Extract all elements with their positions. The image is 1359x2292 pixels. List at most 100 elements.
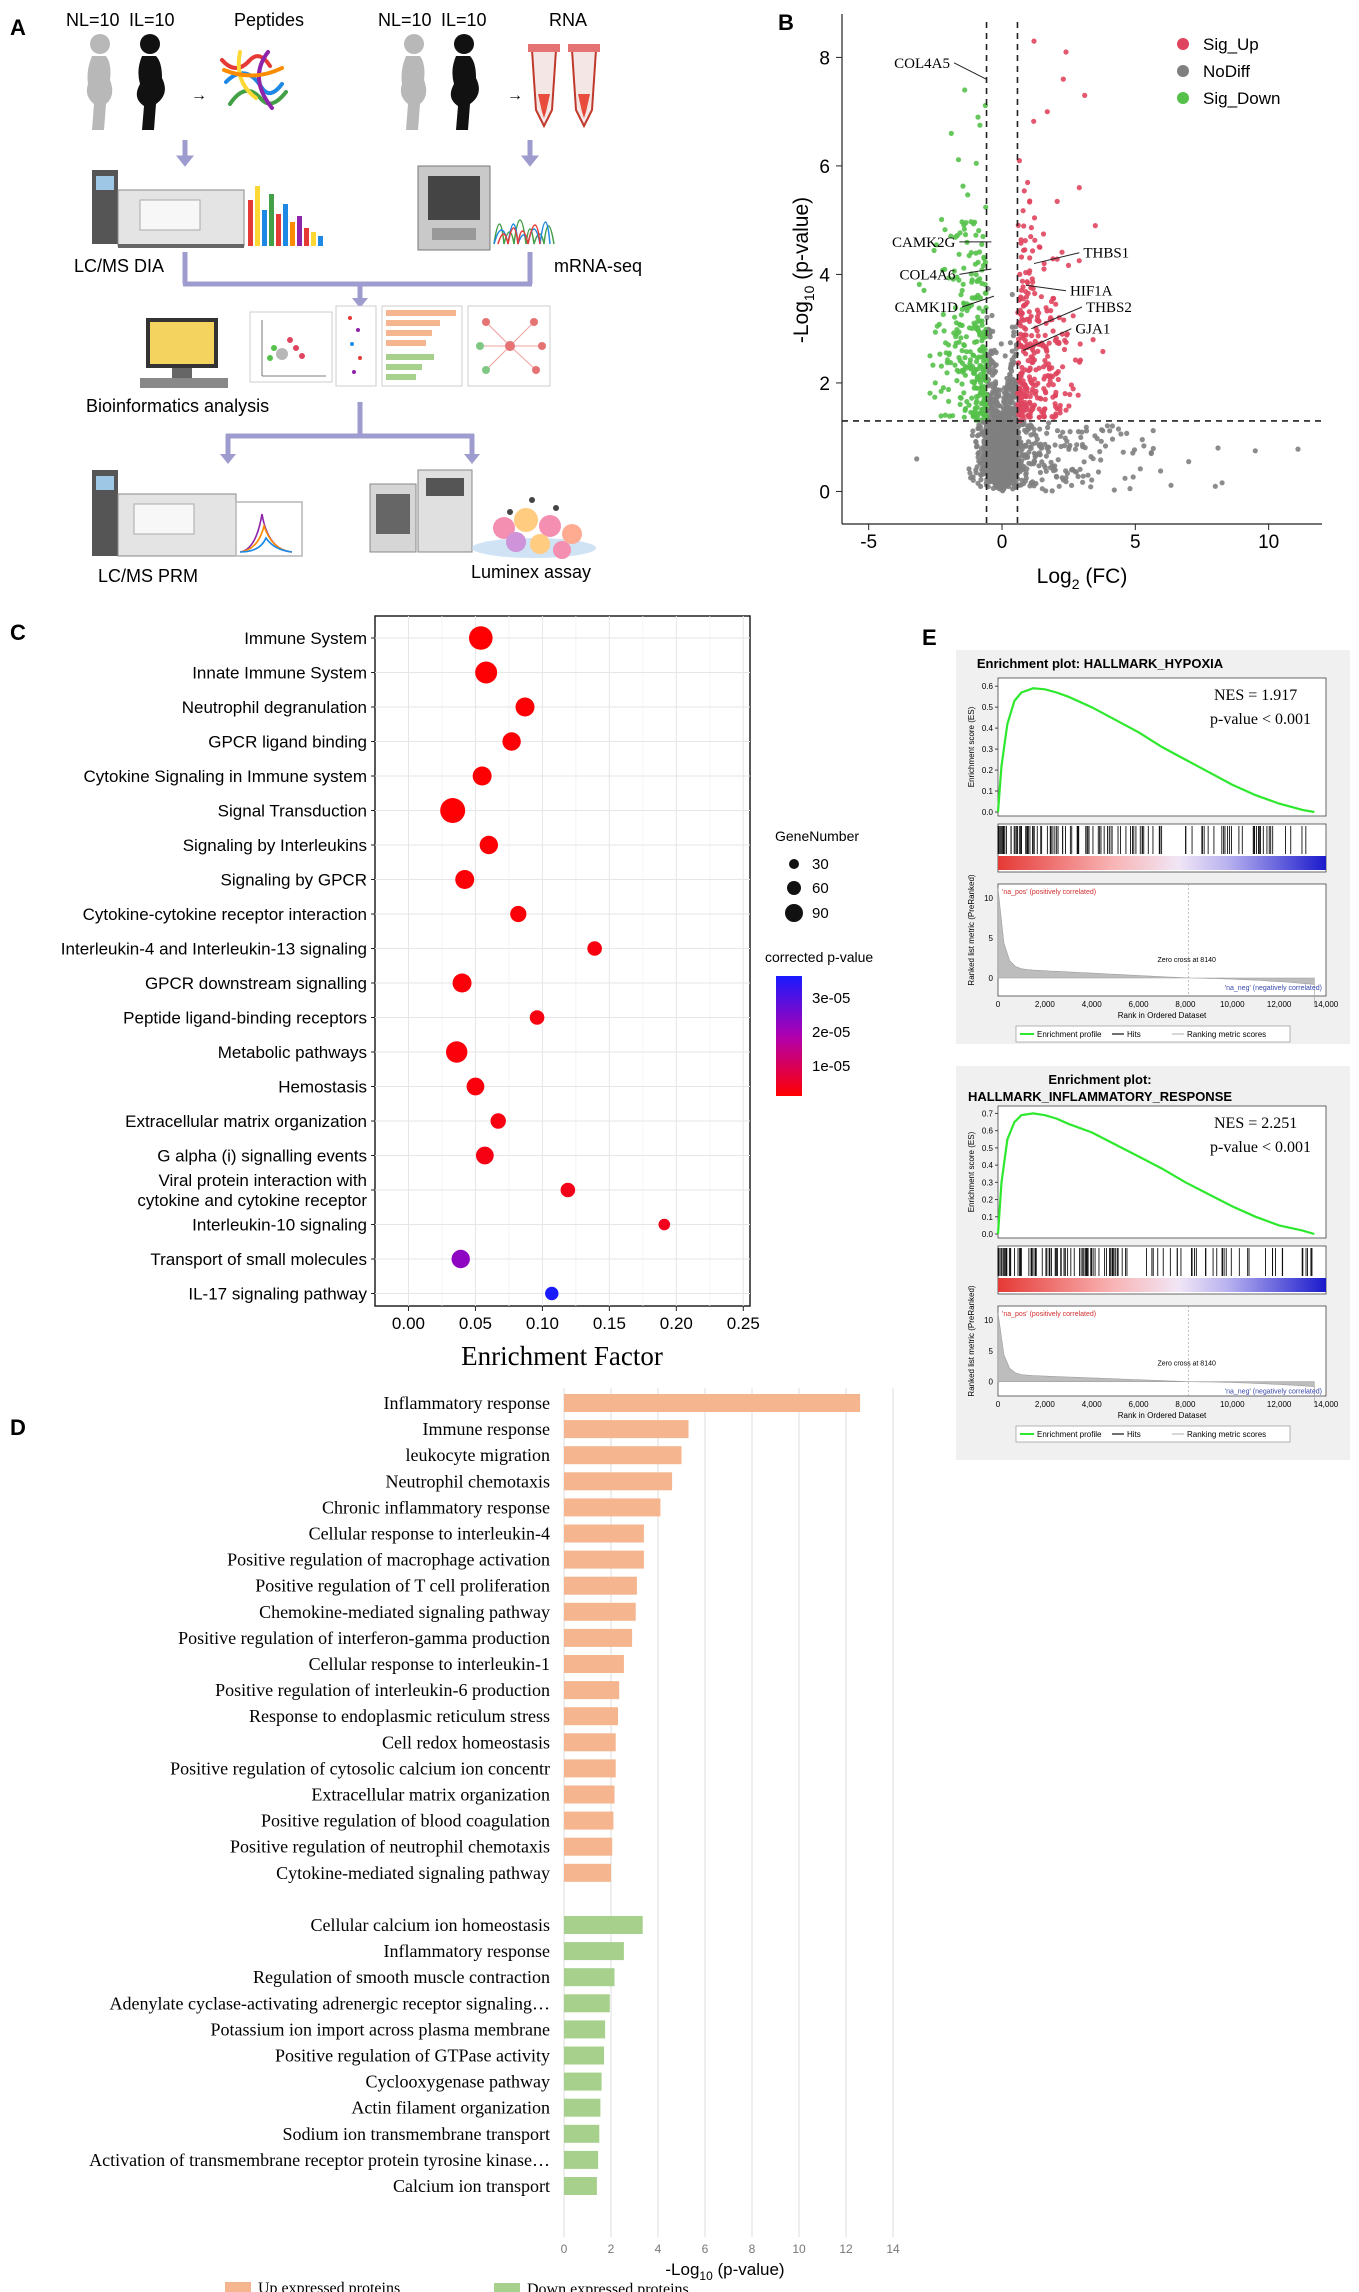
volcano-point-sig-down — [957, 358, 963, 364]
barplot-category-labels: Inflammatory response Immune response leuk… — [89, 1393, 550, 2196]
legend-swatch-sig-up — [1177, 38, 1189, 50]
prm-peaks-icon — [235, 501, 303, 557]
gsea-metric-tick-label: 5 — [989, 1347, 994, 1356]
volcano-point-sig-up — [1070, 386, 1076, 392]
down-bar-potassium-ion-import-across-plasma-membrane — [564, 2020, 606, 2039]
down-label-positive-regulation-of-gtpase-activity: Positive regulation of GTPase activity — [275, 2046, 550, 2066]
volcano-point-nodiff — [1122, 475, 1128, 481]
gsea-es-axis-title: Enrichment score (ES) — [967, 1131, 976, 1212]
up-bar-positive-regulation-of-blood-coagulation — [564, 1811, 614, 1830]
volcano-x-tick-label: 0 — [997, 532, 1008, 553]
volcano-point-sig-up — [1063, 407, 1069, 413]
up-label-chemokine-mediated-signaling-pathway: Chemokine-mediated signaling pathway — [259, 1602, 550, 1622]
volcano-point-sig-down — [959, 381, 965, 387]
dotplot-point-il-17-signaling-pathway — [545, 1286, 559, 1301]
legend-label-down-expressed: Down expressed proteins — [527, 2281, 689, 2292]
volcano-point-nodiff — [1028, 432, 1034, 438]
volcano-point-sig-up — [1028, 234, 1034, 240]
dotplot-point-peptide-ligand-binding-receptors — [529, 1010, 545, 1025]
volcano-point-sig-down — [942, 412, 948, 418]
volcano-point-sig-down — [973, 400, 979, 406]
volcano-point-nodiff — [1295, 446, 1301, 452]
mini-barplot-icon — [381, 305, 463, 387]
volcano-axes: -5 0 5 10 0 2 4 6 8 — [819, 14, 1322, 553]
volcano-point-nodiff — [994, 474, 1000, 480]
volcano-point-nodiff — [1085, 472, 1091, 478]
volcano-point-sig-down — [948, 130, 954, 136]
up-label-positive-regulation-of-interferon-gamma-production: Positive regulation of interferon-gamma … — [178, 1628, 550, 1648]
volcano-point-sig-up — [1022, 238, 1028, 244]
volcano-point-nodiff — [994, 427, 1000, 433]
volcano-point-sig-down — [970, 352, 977, 358]
volcano-point-nodiff — [986, 435, 992, 441]
volcano-point-sig-down — [976, 328, 982, 334]
volcano-point-sig-up — [1027, 255, 1033, 261]
volcano-point-sig-down — [980, 308, 986, 314]
volcano-point-sig-down — [956, 251, 962, 257]
volcano-point-nodiff — [966, 466, 972, 472]
volcano-point-sig-up — [1063, 49, 1069, 55]
volcano-point-sig-down — [979, 348, 985, 354]
volcano-point-sig-up — [1053, 411, 1059, 417]
dotplot-label-line: Viral protein interaction with — [158, 1171, 367, 1190]
volcano-point-sig-up — [1042, 332, 1048, 338]
computer-icon — [140, 318, 228, 388]
volcano-point-sig-up — [1018, 331, 1024, 337]
gsea-rank-colorbar-1 — [998, 1278, 1326, 1292]
volcano-point-sig-down — [969, 279, 975, 285]
volcano-point-sig-up — [1057, 402, 1063, 409]
volcano-point-sig-up — [1053, 335, 1059, 341]
size-legend-label-90: 90 — [812, 905, 829, 922]
volcano-point-sig-up — [1041, 266, 1047, 272]
volcano-point-nodiff — [1019, 462, 1025, 468]
gsea-title-line2-1: HALLMARK_INFLAMMATORY_RESPONSE — [968, 1089, 1232, 1104]
gsea-plot-inflammatory-response: Enrichment plot: HALLMARK_INFLAMMATORY_RE… — [956, 1066, 1350, 1460]
luminex-label: Luminex assay — [471, 562, 591, 582]
volcano-point-sig-down — [947, 413, 953, 419]
volcano-point-nodiff — [1027, 483, 1033, 489]
volcano-point-sig-up — [1026, 412, 1032, 418]
volcano-point-sig-up — [1031, 38, 1037, 44]
volcano-point-nodiff — [1003, 386, 1009, 392]
volcano-point-sig-down — [978, 386, 984, 392]
volcano-point-nodiff — [982, 457, 988, 463]
volcano-point-sig-up — [1036, 244, 1042, 250]
volcano-point-sig-up — [1036, 310, 1042, 316]
volcano-point-nodiff — [990, 389, 996, 395]
volcano-point-nodiff — [1036, 463, 1042, 469]
up-label-positive-regulation-of-interleukin-6-production: Positive regulation of interleukin-6 pro… — [215, 1680, 550, 1700]
dotplot-label-interleukin-4-and-interleukin-13-signaling: Interleukin-4 and Interleukin-13 signali… — [61, 940, 367, 959]
volcano-point-nodiff — [986, 383, 992, 389]
gsea-es-tick-label: 0.1 — [982, 1213, 994, 1222]
volcano-point-sig-down — [979, 390, 985, 396]
volcano-point-sig-up — [1070, 313, 1076, 319]
volcano-point-sig-up — [1023, 351, 1029, 357]
pvalue-legend-title: corrected p-value — [765, 949, 873, 965]
volcano-point-sig-down — [975, 314, 981, 320]
volcano-point-sig-up — [1047, 378, 1053, 384]
volcano-point-sig-down — [964, 365, 970, 371]
volcano-point-sig-up — [1023, 289, 1029, 295]
gsea-es-tick-label: 0.4 — [982, 724, 994, 733]
volcano-point-nodiff — [1139, 437, 1145, 443]
volcano-point-sig-down — [956, 339, 962, 345]
gsea-neg-label-1: 'na_neg' (negatively correlated) — [1225, 1389, 1322, 1396]
volcano-point-nodiff — [1007, 340, 1014, 346]
volcano-point-nodiff — [997, 434, 1003, 440]
up-label-positive-regulation-of-macrophage-activation: Positive regulation of macrophage activa… — [227, 1550, 550, 1570]
volcano-point-sig-down — [966, 253, 972, 259]
volcano-point-sig-down — [938, 413, 944, 419]
volcano-point-sig-down — [958, 312, 964, 318]
barplot-x-tick-label: 4 — [655, 2242, 662, 2256]
volcano-y-tick-label: 6 — [819, 157, 830, 178]
down-label-adenylate-cyclase-activating-adrenergic-receptor-signaling: Adenylate cyclase-activating adrenergic … — [110, 1993, 550, 2013]
volcano-point-nodiff — [1010, 454, 1016, 461]
volcano-point-nodiff — [1130, 474, 1136, 480]
volcano-point-sig-down — [932, 380, 938, 386]
volcano-point-sig-up — [1050, 382, 1056, 388]
volcano-point-sig-up — [1018, 343, 1024, 349]
arrow-to-peptides: → — [191, 87, 207, 104]
gsea-es-tick-label: 0.2 — [982, 766, 994, 775]
volcano-point-sig-up — [1021, 223, 1027, 229]
volcano-point-nodiff — [1137, 466, 1143, 472]
